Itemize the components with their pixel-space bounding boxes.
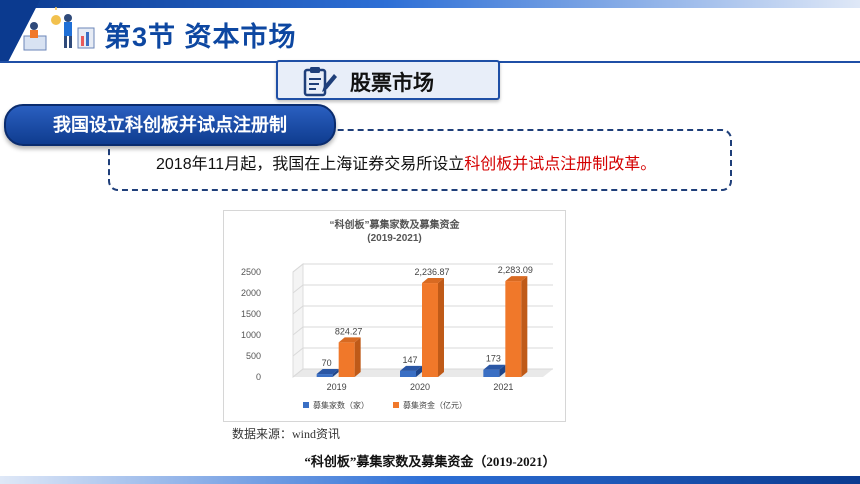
gridline bbox=[292, 305, 553, 315]
bar-side-1-2 bbox=[521, 276, 528, 377]
bar-side-0-1 bbox=[416, 365, 422, 377]
legend-label-count: 募集家数（家） bbox=[313, 400, 369, 410]
bar-top-0-0 bbox=[316, 369, 339, 375]
description-prefix: 2018年11月起，我国在上海证券交易所设立 bbox=[156, 156, 465, 173]
legend-label-funds: 募集资金（亿元） bbox=[403, 400, 467, 410]
bar-top-0-2 bbox=[483, 364, 506, 370]
header-stripe bbox=[0, 0, 860, 8]
y-tick-label: 2500 bbox=[241, 267, 261, 277]
y-tick-label: 0 bbox=[256, 372, 261, 382]
team-illustration-icon bbox=[23, 7, 95, 51]
bar-front-0-1 bbox=[400, 370, 416, 377]
data-label-count-2: 173 bbox=[486, 354, 501, 364]
bar-top-1-2 bbox=[505, 276, 528, 282]
chart-title: “科创板”募集家数及募集资金 bbox=[330, 218, 461, 231]
gridline bbox=[292, 347, 553, 357]
bar-front-0-2 bbox=[483, 369, 500, 377]
bar-front-1-2 bbox=[505, 281, 522, 377]
x-tick-label-2: 2021 bbox=[493, 382, 513, 392]
bar-front-1-1 bbox=[422, 283, 438, 377]
legend-swatch-count bbox=[303, 402, 309, 408]
y-tick-label: 500 bbox=[246, 351, 261, 361]
y-tick-label: 1000 bbox=[241, 330, 261, 340]
x-tick-label-0: 2019 bbox=[327, 382, 347, 392]
chart-subtitle: (2019-2021) bbox=[367, 233, 421, 244]
legend-swatch-funds bbox=[393, 402, 399, 408]
section-title: 第3节 资本市场 bbox=[104, 22, 297, 52]
subtitle-label: 我国设立科创板并试点注册制 bbox=[53, 115, 287, 135]
header-band: 第3节 资本市场 bbox=[0, 0, 860, 63]
bar-top-1-0 bbox=[338, 337, 361, 343]
gridline bbox=[292, 263, 553, 273]
data-label-funds-0: 824.27 bbox=[335, 326, 363, 336]
description-box bbox=[108, 129, 732, 191]
gridline bbox=[292, 326, 553, 336]
bar-front-0-0 bbox=[316, 374, 333, 377]
chart-side-wall bbox=[292, 262, 304, 379]
bar-side-0-2 bbox=[499, 364, 506, 377]
topic-label: 股票市场 bbox=[350, 72, 434, 95]
gridline bbox=[292, 368, 553, 378]
subtitle-pill: 我国设立科创板并试点注册制 bbox=[4, 104, 336, 146]
bar-side-0-0 bbox=[332, 369, 339, 377]
clipboard-pencil-icon bbox=[303, 67, 337, 97]
bar-top-1-1 bbox=[422, 278, 444, 284]
chart-panel: “科创板”募集家数及募集资金 (2019-2021) 0 500 1000 1500 200… bbox=[223, 210, 566, 422]
x-tick-label-1: 2020 bbox=[410, 382, 430, 392]
data-label-funds-2: 2,283.09 bbox=[498, 265, 533, 275]
description-text: 2018年11月起，我国在上海证券交易所设立科创板并试点注册制改革。 bbox=[156, 150, 656, 174]
gridline bbox=[292, 284, 553, 294]
y-tick-label: 2000 bbox=[241, 288, 261, 298]
description-highlight: 科创板并试点注册制改革。 bbox=[464, 156, 657, 173]
figure-caption: “科创板”募集家数及募集资金（2019-2021） bbox=[304, 454, 556, 469]
y-tick-label: 1500 bbox=[241, 309, 261, 319]
data-label-count-1: 147 bbox=[402, 355, 417, 365]
source-note: 数据来源：wind资讯 bbox=[232, 427, 341, 441]
bar-side-1-0 bbox=[354, 337, 361, 377]
data-label-funds-1: 2,236.87 bbox=[414, 267, 449, 277]
bar-side-1-1 bbox=[438, 278, 444, 377]
bar-chart: “科创板”募集家数及募集资金 (2019-2021) 0 500 1000 1500 200… bbox=[223, 210, 566, 422]
topic-box: 股票市场 bbox=[276, 60, 500, 100]
bar-front-1-0 bbox=[338, 342, 355, 377]
bar-top-0-1 bbox=[400, 365, 422, 371]
data-label-count-0: 70 bbox=[322, 358, 332, 368]
footer-stripe bbox=[0, 476, 860, 484]
